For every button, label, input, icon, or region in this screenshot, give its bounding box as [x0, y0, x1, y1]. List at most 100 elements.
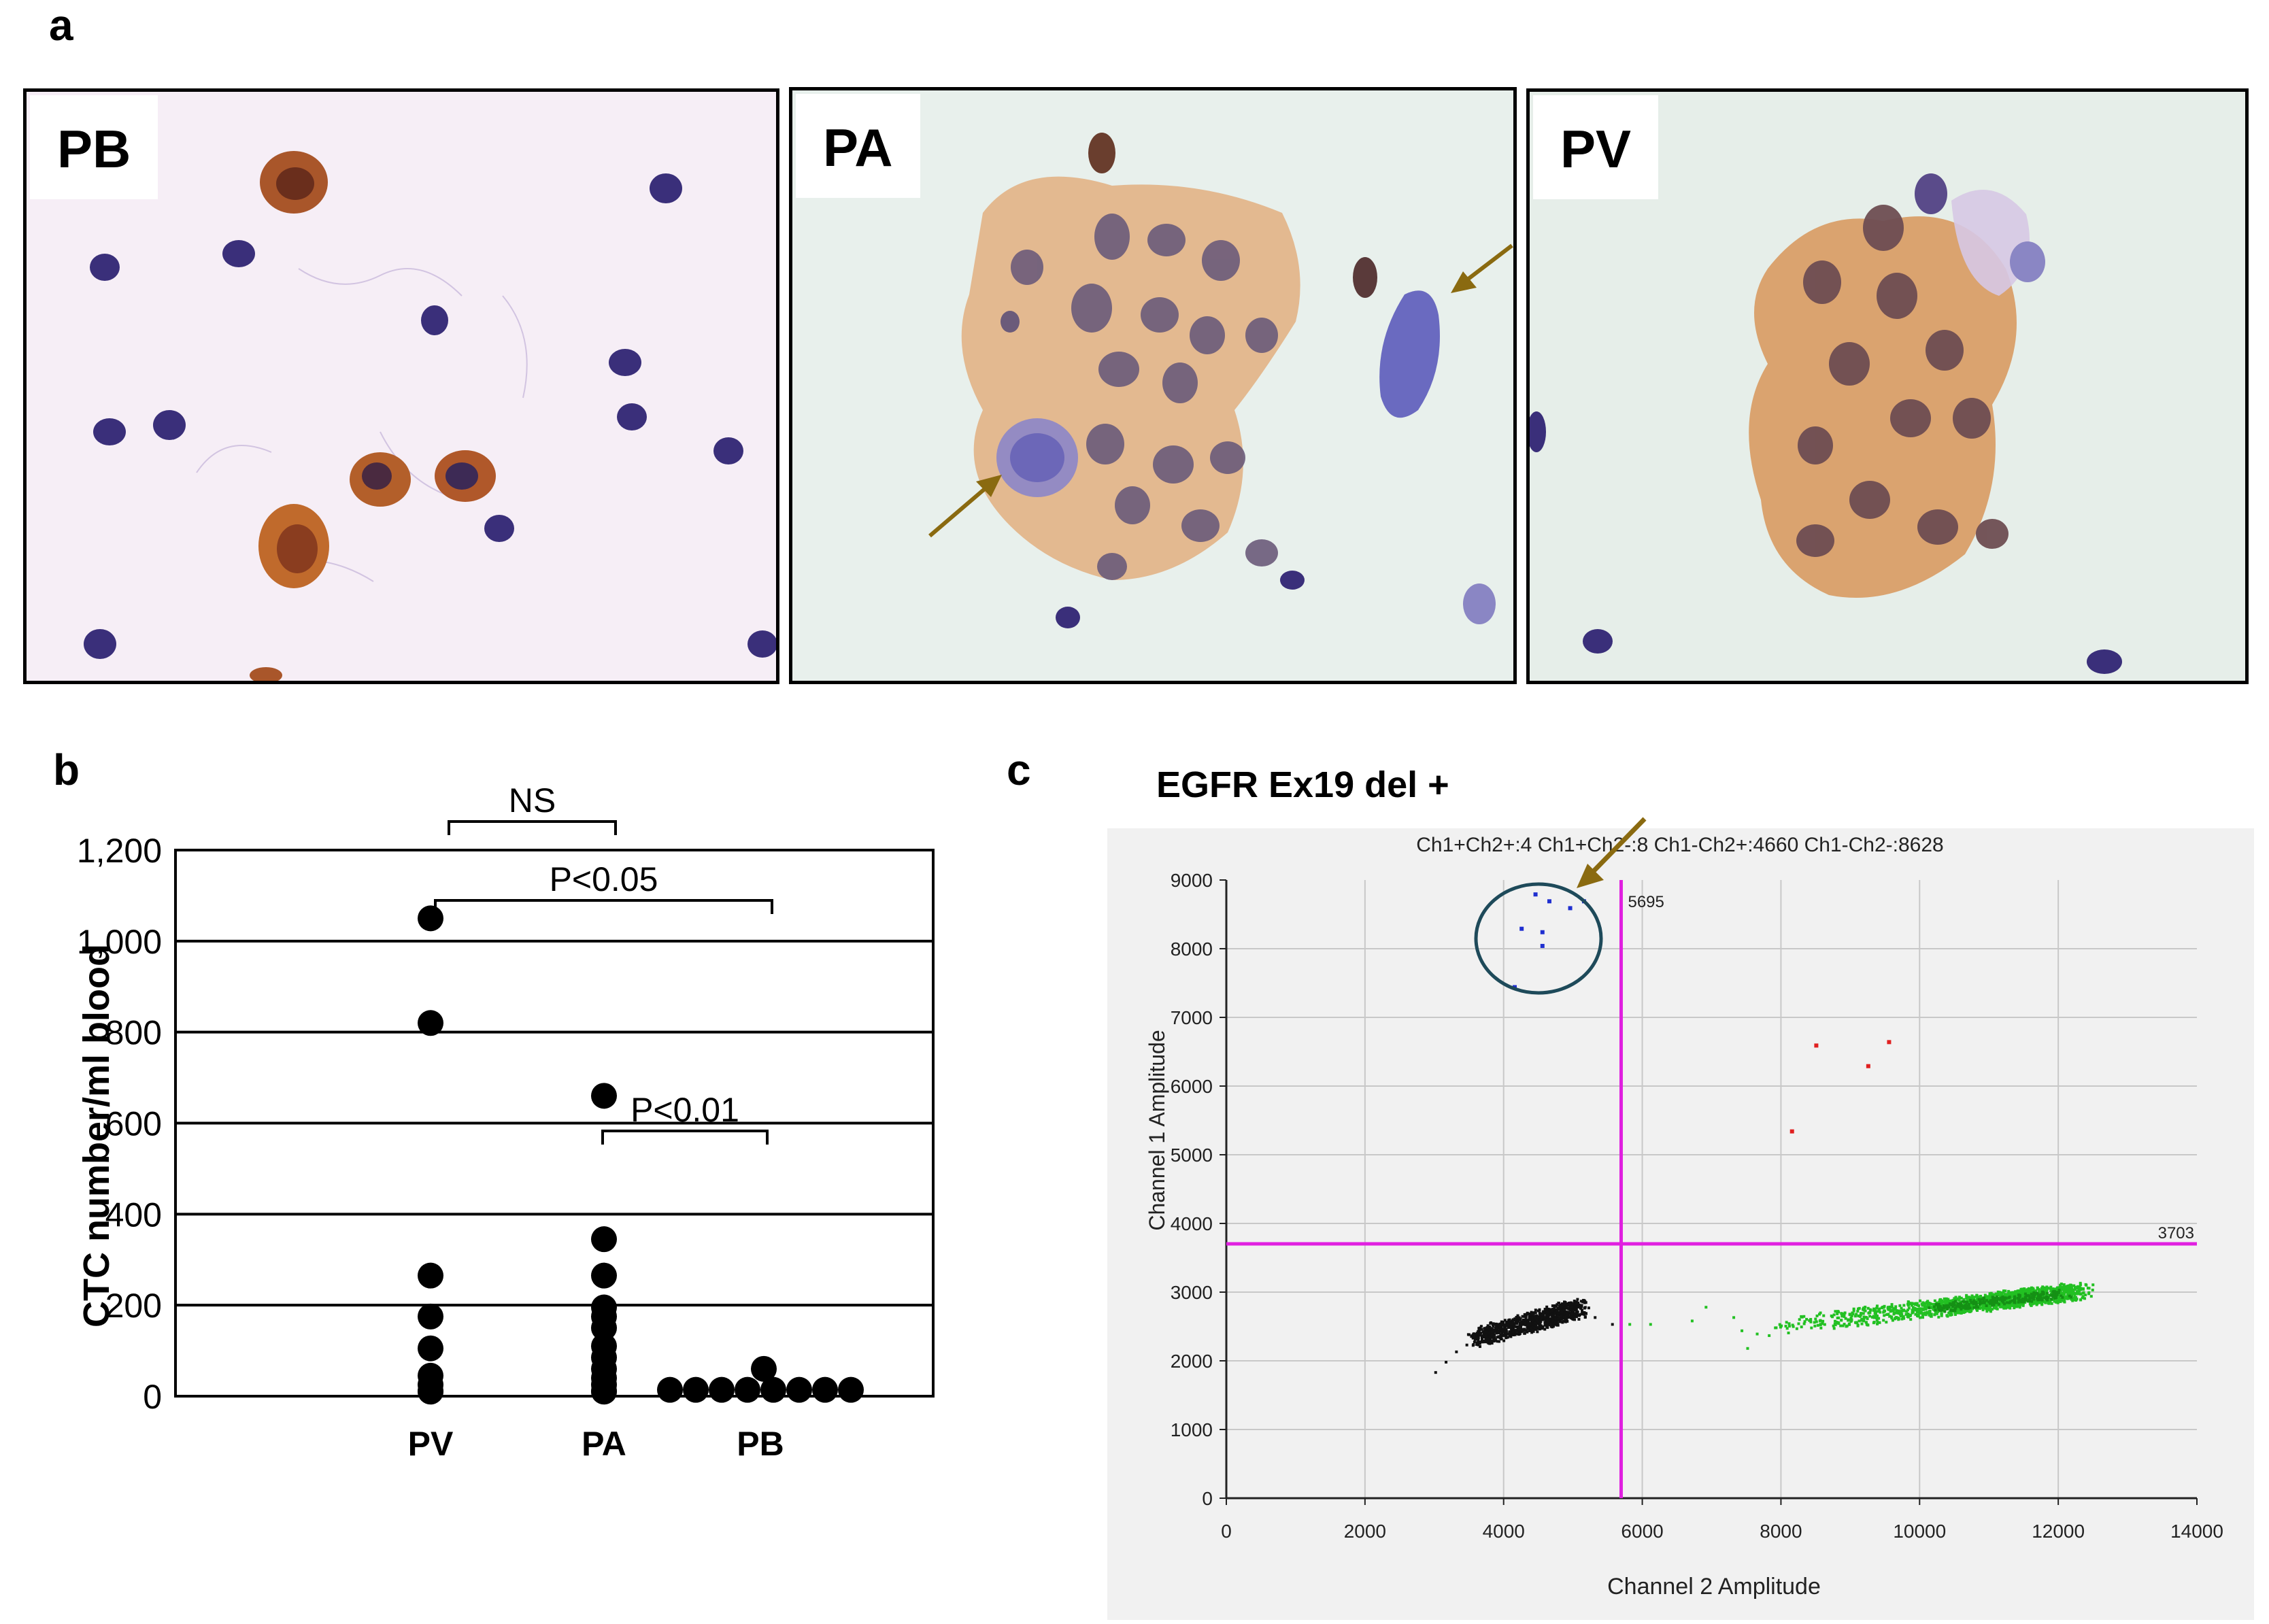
droplet-wildtype [2054, 1293, 2057, 1297]
droplet-wildtype [1957, 1307, 1960, 1310]
droplet-wildtype [1996, 1297, 2000, 1300]
droplet-negative [1504, 1332, 1507, 1335]
droplet-wildtype [2053, 1293, 2057, 1297]
droplet-negative [1561, 1304, 1564, 1308]
droplet-wildtype [2062, 1286, 2065, 1289]
droplet-wildtype [2002, 1300, 2005, 1304]
droplet-wildtype [1961, 1308, 1964, 1311]
droplet-wildtype [1849, 1316, 1853, 1319]
droplet-wildtype [1897, 1312, 1900, 1315]
droplet-wildtype [2055, 1296, 2058, 1300]
droplet-wildtype [2032, 1293, 2035, 1296]
droplet-negative [1584, 1301, 1587, 1304]
droplet-wildtype [1904, 1313, 1908, 1316]
droplet-wildtype [2060, 1299, 2064, 1302]
droplet-wildtype [1919, 1310, 1923, 1314]
droplet-negative [1546, 1309, 1549, 1313]
droplet-wildtype [1949, 1302, 1953, 1305]
droplet-wildtype [1959, 1302, 1962, 1306]
droplet-mutant [1547, 899, 1551, 904]
droplet-wildtype [1911, 1306, 1915, 1309]
droplet-wildtype [1994, 1301, 1997, 1304]
droplet-wildtype [1915, 1302, 1919, 1305]
droplet-wildtype [2044, 1290, 2047, 1293]
droplet-wildtype [1987, 1304, 1991, 1307]
droplet-wildtype [2038, 1300, 2042, 1303]
droplet-wildtype [2062, 1287, 2065, 1291]
droplet-negative [1488, 1339, 1492, 1342]
droplet-wildtype [1937, 1303, 1940, 1306]
droplet-wildtype [1987, 1298, 1991, 1302]
droplet-wildtype [1914, 1302, 1917, 1305]
droplet-negative [1473, 1336, 1476, 1339]
droplet-wildtype [1955, 1308, 1959, 1312]
droplet-negative [1471, 1334, 1475, 1337]
droplet-negative [1563, 1311, 1566, 1315]
droplet-negative [1556, 1323, 1559, 1327]
droplet-wildtype [2087, 1287, 2091, 1290]
droplet-negative [1494, 1327, 1498, 1330]
droplet-negative [1488, 1333, 1491, 1336]
droplet-wildtype [2035, 1291, 2038, 1295]
droplet-wildtype [2071, 1291, 2074, 1295]
droplet-wildtype [2002, 1305, 2006, 1308]
droplet-negative [1508, 1321, 1511, 1324]
droplet-negative [1516, 1320, 1519, 1323]
droplet-negative [1575, 1313, 1579, 1317]
droplet-wildtype [2007, 1300, 2011, 1303]
droplet-wildtype [2073, 1288, 2077, 1291]
droplet-negative [1574, 1308, 1577, 1312]
droplet-negative [1536, 1319, 1540, 1323]
droplet-wildtype [2078, 1285, 2081, 1288]
droplet-wildtype [2074, 1291, 2077, 1295]
droplet-wildtype [2036, 1286, 2039, 1289]
droplet-negative [1551, 1311, 1555, 1315]
y-tick-label: 3000 [1171, 1282, 1213, 1303]
droplet-negative [1486, 1337, 1490, 1340]
droplet-negative [1516, 1326, 1519, 1330]
droplet-negative [1492, 1336, 1495, 1340]
droplet-wildtype [2040, 1303, 2044, 1306]
droplet-negative [1576, 1305, 1579, 1308]
droplet-wildtype [1996, 1297, 1999, 1300]
droplet-negative [1534, 1327, 1538, 1331]
droplet-negative [1564, 1306, 1567, 1310]
droplet-wildtype [1859, 1313, 1862, 1317]
droplet-wildtype [1877, 1310, 1881, 1313]
bracket [434, 899, 773, 914]
droplet-negative [1483, 1327, 1486, 1330]
droplet-wildtype [1968, 1303, 1971, 1306]
droplet-negative [1522, 1318, 1526, 1321]
droplet-wildtype [2000, 1296, 2003, 1300]
droplet-negative [1526, 1321, 1529, 1325]
droplet-wildtype [2065, 1296, 2068, 1299]
droplet-wildtype [2021, 1302, 2025, 1305]
droplet-wildtype [2017, 1301, 2020, 1304]
droplet-negative [1556, 1312, 1559, 1315]
droplet-wildtype [1967, 1302, 1970, 1306]
droplet-wildtype [2028, 1297, 2031, 1300]
droplet-negative [1559, 1319, 1562, 1322]
y-tick-label: 7000 [1171, 1007, 1213, 1028]
droplet-wildtype [1808, 1319, 1811, 1322]
droplet-wildtype [1991, 1300, 1994, 1303]
droplet-wildtype [2068, 1294, 2071, 1298]
droplet-wildtype [2069, 1288, 2072, 1291]
droplet-negative [1496, 1340, 1499, 1343]
droplet-negative [1504, 1325, 1507, 1328]
droplet-wildtype [1975, 1308, 1979, 1312]
droplet-wildtype [1872, 1308, 1875, 1312]
droplet-negative [1536, 1321, 1540, 1324]
droplet-wildtype [1995, 1297, 1998, 1300]
droplet-wildtype [1881, 1305, 1885, 1308]
droplet-wildtype [1938, 1302, 1942, 1306]
droplet-negative [1516, 1327, 1519, 1330]
droplet-wildtype [1991, 1298, 1994, 1301]
droplet-negative [1507, 1332, 1511, 1336]
droplet-negative [1511, 1322, 1515, 1325]
droplet-negative [1572, 1318, 1575, 1321]
droplet-wildtype [1985, 1301, 1988, 1304]
droplet-negative [1560, 1310, 1564, 1314]
droplet-wildtype [1963, 1302, 1966, 1306]
droplet-wildtype [1814, 1317, 1817, 1321]
